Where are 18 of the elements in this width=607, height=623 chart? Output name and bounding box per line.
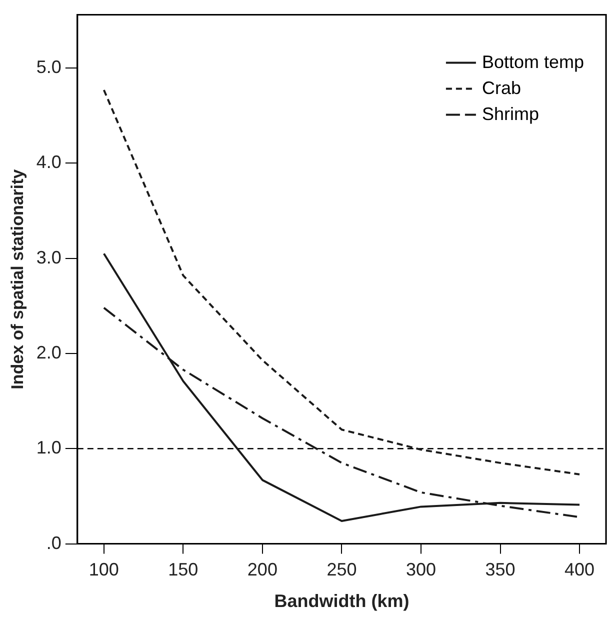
x-tick-label: 350 bbox=[485, 560, 516, 580]
y-tick-label: .0 bbox=[46, 532, 62, 553]
legend-label: Bottom temp bbox=[482, 52, 584, 72]
x-axis-title: Bandwidth (km) bbox=[274, 591, 410, 612]
y-tick-label: 2.0 bbox=[36, 342, 62, 362]
y-axis-title: Index of spatial stationarity bbox=[8, 168, 27, 390]
y-tick-label: 5.0 bbox=[36, 57, 62, 78]
legend-label: Shrimp bbox=[482, 104, 539, 124]
y-tick-label: 1.0 bbox=[36, 438, 62, 458]
x-tick-label: 250 bbox=[326, 560, 357, 580]
y-tick-label: 4.0 bbox=[36, 152, 62, 172]
y-tick-label: 3.0 bbox=[36, 247, 62, 268]
x-tick-label: 400 bbox=[564, 560, 595, 580]
x-tick-label: 200 bbox=[247, 560, 278, 580]
x-tick-label: 100 bbox=[88, 560, 119, 580]
x-tick-label: 150 bbox=[168, 560, 198, 580]
legend-label: Crab bbox=[482, 78, 521, 98]
x-tick-label: 300 bbox=[406, 560, 436, 580]
